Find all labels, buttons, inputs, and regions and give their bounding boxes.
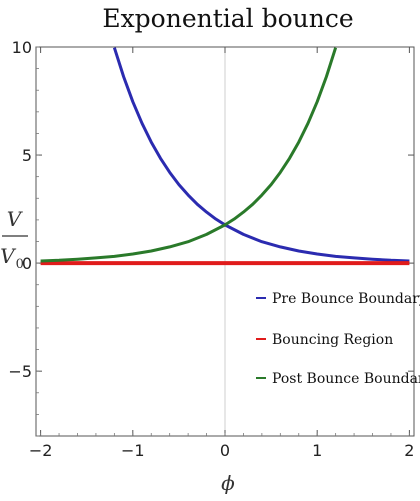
series-layer — [40, 47, 410, 266]
legend-label-bouncing-region: Bouncing Region — [272, 332, 393, 348]
series-post-bounce-line — [40, 47, 338, 263]
y-axis-label-denominator-base: V — [0, 244, 17, 268]
legend-label-pre-bounce: Pre Bounce Boundary — [272, 291, 420, 307]
axes: −2 −1 0 1 2 −5 0 5 10 — [8, 38, 415, 460]
y-axis-label-numerator: V — [7, 207, 24, 231]
x-tick-label: 0 — [220, 441, 230, 460]
y-tick-label: 10 — [12, 38, 32, 57]
x-tick-label: −1 — [121, 441, 145, 460]
legend-item-post-bounce: Post Bounce Boundary — [256, 371, 420, 387]
legend-item-bouncing-region: Bouncing Region — [256, 332, 393, 348]
legend-label-post-bounce: Post Bounce Boundary — [272, 371, 420, 387]
y-axis-label: V V0 — [0, 207, 28, 272]
legend-item-pre-bounce: Pre Bounce Boundary — [256, 291, 420, 307]
y-axis-label-denominator-subscript: 0 — [16, 257, 24, 272]
x-axis-label: ϕ — [221, 471, 235, 495]
y-axis-label-denominator: V0 — [0, 244, 24, 272]
chart-title: Exponential bounce — [102, 4, 353, 33]
x-tick-label: 1 — [312, 441, 322, 460]
x-tick-label: 2 — [404, 441, 414, 460]
y-tick-label: 0 — [22, 254, 32, 273]
legend: Pre Bounce Boundary Bouncing Region Post… — [256, 291, 420, 387]
x-tick-label: −2 — [29, 441, 53, 460]
y-tick-label: −5 — [8, 362, 32, 381]
series-pre-bounce-line — [112, 47, 410, 263]
y-tick-label: 5 — [22, 146, 32, 165]
